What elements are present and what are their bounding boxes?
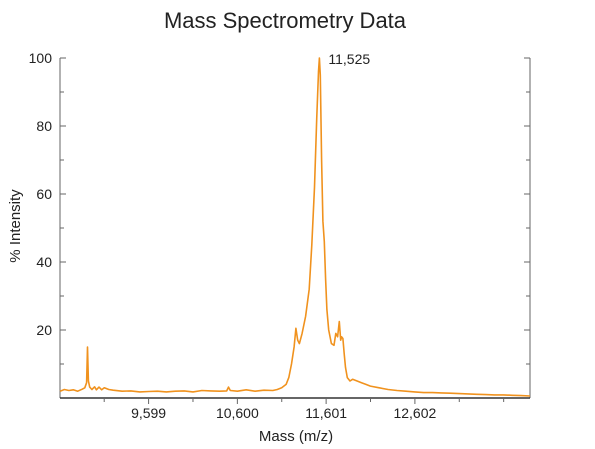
y-tick-label: 40 (36, 254, 52, 270)
x-tick-label: 10,600 (216, 405, 259, 421)
y-axis-label: % Intensity (7, 189, 24, 263)
x-axis-ticks (103, 398, 505, 404)
y-tick-label: 80 (36, 118, 52, 134)
plot-frame (59, 58, 531, 399)
series-layer (59, 57, 531, 397)
peak-annotation: 11,525 (328, 51, 370, 67)
spectrum-series-line (59, 57, 531, 397)
y-axis-tick-labels: 20 40 60 80 100 (29, 50, 53, 338)
x-tick-label: 9,599 (131, 405, 166, 421)
annotation-layer: 11,525 (328, 51, 370, 67)
chart-title: Mass Spectrometry Data (164, 8, 407, 33)
x-tick-label: 12,602 (393, 405, 436, 421)
y-tick-label: 60 (36, 186, 52, 202)
x-axis-label: Mass (m/z) (259, 428, 333, 445)
x-axis-tick-labels: 9,599 10,600 11,601 12,602 (131, 405, 436, 421)
y-tick-label: 20 (36, 322, 52, 338)
y-tick-label: 100 (29, 50, 53, 66)
x-tick-label: 11,601 (305, 405, 347, 421)
y-axis-ticks (60, 57, 530, 365)
